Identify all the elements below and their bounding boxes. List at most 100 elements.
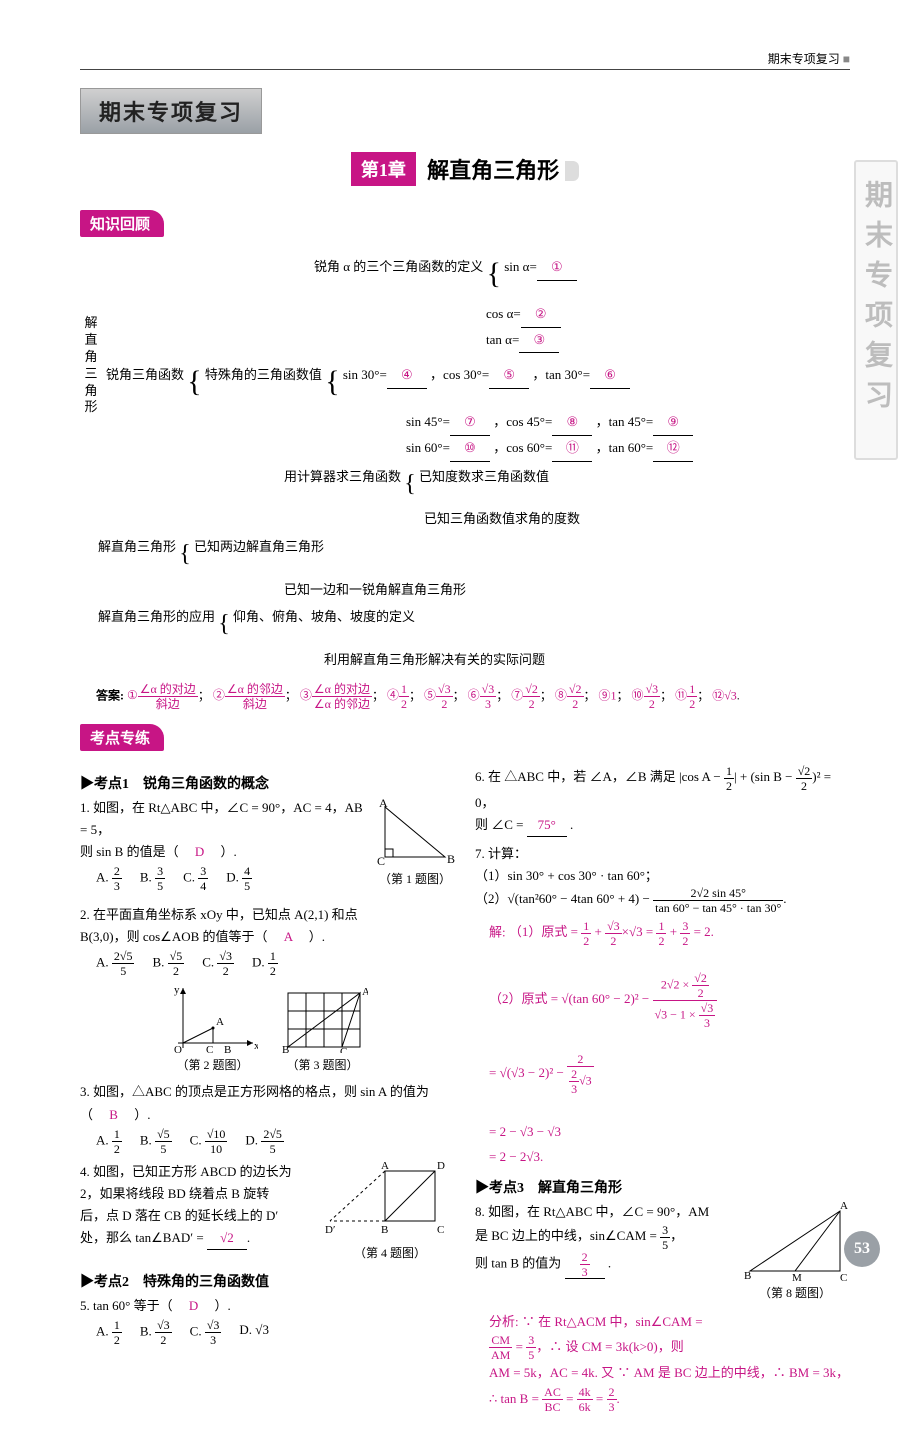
svg-text:A: A bbox=[381, 1161, 389, 1172]
q8-triangle-icon: A B M C bbox=[740, 1201, 850, 1281]
svg-text:C: C bbox=[840, 1272, 847, 1281]
q4-fig-label: （第 4 题图） bbox=[325, 1243, 455, 1263]
q8-an-d: ∴ tan B = ACBC = 4k6k = 23. bbox=[489, 1391, 620, 1406]
q5-opt-a: A. 12 bbox=[96, 1319, 122, 1346]
q8-stem-d: . bbox=[608, 1255, 611, 1270]
q5: 5. tan 60° 等于（ D ）. A. 12 B. √32 C. √33 … bbox=[80, 1295, 455, 1346]
q5-opt-b: B. √32 bbox=[140, 1319, 172, 1346]
q8-analysis: 分析: ∵ 在 Rt△ACM 中，sin∠CAM = CMAM = 35，∴ 设… bbox=[489, 1310, 850, 1413]
q2-stem-b: B(3,0)，则 cos∠AOB 的值等于（ bbox=[80, 929, 281, 944]
ans-10: ⑩√32 bbox=[632, 688, 661, 702]
svg-text:M: M bbox=[792, 1272, 802, 1281]
q3-grid-icon: B C A bbox=[278, 983, 368, 1053]
knowledge-tree: 解直角三角形 锐角 α 的三个三角函数的定义 { sin α=① cos α=②… bbox=[84, 245, 850, 673]
tree-values-label: 特殊角的三角函数值 bbox=[205, 367, 322, 382]
q4: A D B C D′ （第 4 题图） 4. 如图，已知正方形 ABCD 的边长… bbox=[80, 1161, 455, 1263]
q2-answer: A bbox=[284, 929, 293, 944]
q4-stem-c: 后，点 D 落在 CB 的延长线上的 D′ bbox=[80, 1208, 278, 1223]
q1-fig-label: （第 1 题图） bbox=[375, 869, 455, 889]
q1-stem-b: 则 sin B 的值是（ bbox=[80, 844, 192, 859]
q8-stem-b: 是 BC 边上的中线，sin∠CAM = 35， bbox=[475, 1228, 683, 1243]
q1-answer: D bbox=[195, 844, 204, 859]
q8-answer: 23 bbox=[565, 1251, 605, 1279]
q5-opt-d: D. √3 bbox=[239, 1319, 269, 1346]
tree-l1-2: 解直角三角形的应用 bbox=[98, 609, 215, 624]
tree-val-row0: sin 30°=④ ，cos 30°=⑤ ，tan 30°=⑥ bbox=[343, 367, 630, 382]
q5-options: A. 12 B. √32 C. √33 D. √3 bbox=[96, 1319, 455, 1346]
kp2-title: ▶考点2 特殊角的三角函数值 bbox=[80, 1271, 455, 1291]
section-knowledge-badge: 知识回顾 bbox=[80, 210, 164, 237]
svg-text:O: O bbox=[174, 1044, 182, 1053]
q3-answer: B bbox=[109, 1107, 118, 1122]
chapter-title: 解直角三角形 bbox=[427, 153, 579, 185]
ans-1: ①∠α 的对边斜边 bbox=[127, 688, 198, 702]
svg-text:B: B bbox=[381, 1224, 388, 1236]
q2-opt-b: B. √52 bbox=[152, 950, 184, 977]
q7-sol2c: = 2 − √3 − √3 bbox=[489, 1124, 561, 1139]
svg-text:x: x bbox=[254, 1040, 258, 1052]
tree-defs-intro: 锐角 α 的三个三角函数的定义 bbox=[314, 259, 483, 274]
tree-solve-1: 已知一边和一锐角解直角三角形 bbox=[284, 582, 466, 597]
q4-stem-d: 处，那么 tan∠BAD′ = bbox=[80, 1230, 207, 1245]
q6-stem-c: . bbox=[570, 817, 573, 832]
q1: A B C （第 1 题图） 1. 如图，在 Rt△ABC 中，∠C = 90°… bbox=[80, 797, 455, 898]
q1-triangle-icon: A B C bbox=[375, 797, 455, 867]
q8-analysis-label: 分析: bbox=[489, 1314, 519, 1329]
q7-sol1: （1）原式 = 12 + √32×√3 = 12 + 32 = 2. bbox=[509, 924, 714, 939]
q3-stem-b: （ bbox=[80, 1107, 106, 1122]
q2: 2. 在平面直角坐标系 xOy 中，已知点 A(2,1) 和点 B(3,0)，则… bbox=[80, 904, 455, 1076]
q2-options: A. 2√55 B. √52 C. √32 D. 12 bbox=[96, 950, 455, 977]
svg-text:C: C bbox=[437, 1224, 444, 1236]
svg-text:A: A bbox=[840, 1201, 848, 1212]
q4-fig: A D B C D′ （第 4 题图） bbox=[325, 1161, 455, 1263]
svg-text:A: A bbox=[362, 986, 368, 998]
ans-8: ⑧√22 bbox=[555, 688, 584, 702]
q2-q3-figs: x y O A C B （第 2 题图） bbox=[80, 983, 455, 1075]
q1-opt-d: D. 45 bbox=[226, 865, 252, 892]
chapter-badge: 第1章 bbox=[351, 152, 416, 186]
svg-text:C: C bbox=[377, 854, 385, 867]
q4-stem-a: 4. 如图，已知正方形 ABCD 的边长为 bbox=[80, 1164, 292, 1179]
q4-answer: √2 bbox=[207, 1227, 247, 1250]
tree-app-1: 利用解直角三角形解决有关的实际问题 bbox=[324, 652, 545, 667]
svg-text:y: y bbox=[174, 984, 180, 996]
q8-an-b: CMAM = 35，∴ 设 CM = 3k(k>0)，则 bbox=[489, 1339, 684, 1354]
q8-stem-c: 则 tan B 的值为 bbox=[475, 1255, 565, 1270]
blank-2: ② bbox=[521, 302, 561, 328]
q3-opt-a: A. 12 bbox=[96, 1128, 122, 1155]
tree-def-tan: tan α=③ bbox=[486, 332, 559, 347]
q3-opt-b: B. √55 bbox=[140, 1128, 172, 1155]
q7-sol-label: 解: bbox=[489, 924, 506, 939]
q7-stem: 7. 计算： bbox=[475, 846, 527, 861]
sidebar-text: 期末专项复习 bbox=[856, 162, 896, 420]
q7-solution: 解: （1）原式 = 12 + √32×√3 = 12 + 32 = 2. （2… bbox=[489, 920, 850, 1169]
q1-opt-c: C. 34 bbox=[183, 865, 208, 892]
q1-fig: A B C （第 1 题图） bbox=[375, 797, 455, 889]
q8-stem-a: 8. 如图，在 Rt△ABC 中，∠C = 90°，AM bbox=[475, 1204, 709, 1219]
tree-calc-0: 已知度数求三角函数值 bbox=[419, 469, 549, 484]
q3-stem-a: 3. 如图，△ABC 的顶点是正方形网格的格点，则 sin A 的值为 bbox=[80, 1084, 429, 1099]
sidebar-tab: 期末专项复习 bbox=[854, 160, 898, 460]
q7: 7. 计算： （1）sin 30° + cos 30° · tan 60°； （… bbox=[475, 843, 850, 914]
q6: 6. 在 △ABC 中，若 ∠A，∠B 满足 |cos A − 12| + (s… bbox=[475, 765, 850, 837]
q5-opt-c: C. √33 bbox=[190, 1319, 222, 1346]
tree-val-row2: sin 60°=⑩ ，cos 60°=⑪ ，tan 60°=⑫ bbox=[406, 440, 693, 455]
tree-l1-1: 解直角三角形 bbox=[98, 539, 176, 554]
tree-calc-1: 已知三角函数值求角的度数 bbox=[424, 511, 580, 526]
svg-text:D′: D′ bbox=[325, 1224, 335, 1236]
q2-stem-a: 2. 在平面直角坐标系 xOy 中，已知点 A(2,1) 和点 bbox=[80, 907, 358, 922]
q7-sol2b: = √(√3 − 2)² − 223√3 bbox=[489, 1065, 594, 1080]
q6-stem-b: 则 ∠C = bbox=[475, 817, 527, 832]
q6-stem-a: 6. 在 △ABC 中，若 ∠A，∠B 满足 |cos A − 12| + (s… bbox=[475, 769, 831, 810]
q4-square-icon: A D B C D′ bbox=[325, 1161, 455, 1241]
ans-5: ⑤√32 bbox=[424, 688, 453, 702]
svg-text:A: A bbox=[379, 797, 388, 810]
q8-an-a: ∵ 在 Rt△ACM 中，sin∠CAM = bbox=[522, 1314, 703, 1329]
ans-3: ③∠α 的对边∠α 的邻边 bbox=[300, 688, 372, 702]
q2-opt-d: D. 12 bbox=[252, 950, 278, 977]
svg-text:D: D bbox=[437, 1161, 445, 1172]
q8: A B M C （第 8 题图） 8. 如图，在 Rt△ABC 中，∠C = 9… bbox=[475, 1201, 850, 1303]
q2-stem-c: ）. bbox=[296, 929, 325, 944]
q7-part2: （2）√(tan²60° − 4tan 60° + 4) − 2√2 sin 4… bbox=[475, 891, 787, 906]
q8-fig-label: （第 8 题图） bbox=[740, 1283, 850, 1303]
